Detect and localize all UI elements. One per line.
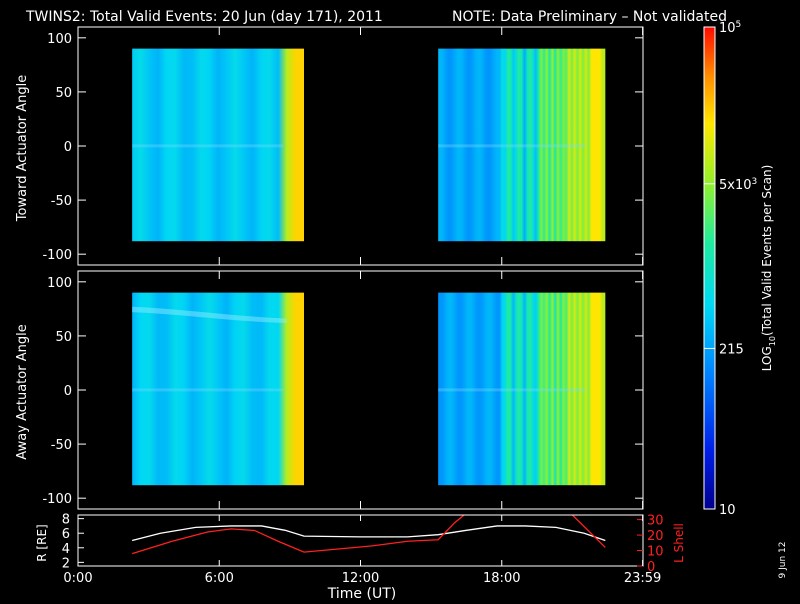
y-tick-label: 50 — [55, 330, 72, 345]
zero-angle-band — [132, 388, 284, 392]
y-tick-label: 0 — [64, 140, 72, 155]
data-block — [438, 292, 606, 486]
y-tick-label: 100 — [47, 32, 72, 47]
colorbar-tick-label: 215 — [719, 342, 744, 357]
data-block — [132, 292, 304, 486]
y-tick-label: 100 — [47, 276, 72, 291]
colorbar-label-rest: (Total Valid Events per Scan) — [760, 165, 774, 336]
data-block — [438, 48, 606, 242]
y-tick-label: 50 — [55, 86, 72, 101]
x-tick-label: 23:59 — [624, 571, 661, 586]
away-angle-panel: 100 50 0 -50 -100 — [42, 270, 644, 510]
y-tick-label-right: 0 — [647, 560, 655, 575]
y-tick-label: -100 — [42, 492, 72, 507]
colorbar-gradient — [704, 27, 715, 509]
colorbar-tick-label: 5x103 — [719, 177, 757, 193]
y-tick-label: 2 — [62, 556, 70, 571]
y-tick-label-right: 20 — [647, 529, 664, 544]
figure-title: TWINS2: Total Valid Events: 20 Jun (day … — [25, 9, 383, 25]
away-angle-ylabel: Away Actuator Angle — [15, 324, 30, 459]
x-tick-label: 18:00 — [483, 571, 520, 586]
colorbar-label-sub: 10 — [768, 336, 777, 346]
r-distance-line — [131, 525, 606, 542]
y-tick-label: 0 — [64, 384, 72, 399]
y-tick-label: 8 — [62, 513, 70, 528]
l-shell-line — [571, 515, 606, 548]
zero-angle-band — [438, 388, 586, 392]
zero-angle-band — [132, 144, 284, 148]
zero-angle-band — [438, 144, 586, 148]
x-tick-label: 6:00 — [205, 571, 234, 586]
data-block — [132, 48, 304, 242]
y-tick-label: 4 — [62, 542, 70, 557]
y-tick-label: 6 — [62, 527, 70, 542]
y-tick-label-right: 10 — [647, 545, 664, 560]
colorbar-label-log: LOG — [760, 346, 774, 371]
colorbar-tick-label: 105 — [719, 20, 741, 36]
panel-frame — [77, 514, 644, 567]
toward-angle-ylabel: Toward Actuator Angle — [15, 75, 30, 222]
y-tick-label-right: 30 — [647, 514, 664, 529]
y-tick-label: -50 — [51, 438, 72, 453]
x-tick-label: 12:00 — [342, 571, 379, 586]
colorbar-label: LOG10(Total Valid Events per Scan) — [760, 165, 777, 372]
x-axis-title: Time (UT) — [327, 586, 396, 600]
y-tick-label: -50 — [51, 194, 72, 209]
y-tick-label: -100 — [42, 248, 72, 263]
l-shell-line — [131, 515, 465, 555]
bright-streak — [132, 306, 287, 323]
side-date-stamp: 9 Jun 12 — [778, 542, 788, 579]
preliminary-note: NOTE: Data Preliminary – Not validated — [452, 9, 727, 25]
x-tick-label: 0:00 — [63, 571, 92, 586]
colorbar-tick-label: 10 — [719, 503, 736, 518]
toward-angle-panel: 100 50 0 -50 -100 — [42, 26, 644, 266]
orbit-r-ylabel: R [RE] — [35, 524, 49, 561]
orbit-lshell-ylabel: L Shell — [672, 523, 686, 563]
colorbar: 105 5x103 215 10 — [703, 20, 757, 518]
